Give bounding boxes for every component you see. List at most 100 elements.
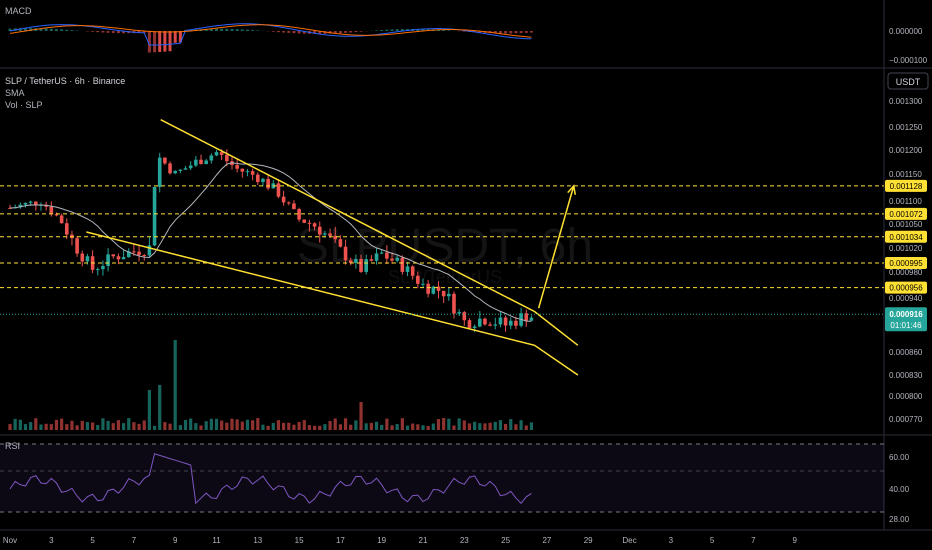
candle xyxy=(173,170,177,175)
chart-title[interactable]: SLP / TetherUS · 6h · Binance xyxy=(5,76,125,86)
candle xyxy=(116,253,121,265)
macd-histogram-bar xyxy=(478,31,482,33)
volume-bar xyxy=(49,424,53,430)
time-tick: Dec xyxy=(622,536,636,545)
time-tick: Nov xyxy=(3,536,17,545)
macd-histogram-bar xyxy=(209,28,213,31)
candle xyxy=(317,221,322,243)
candle xyxy=(390,252,394,264)
volume-bar xyxy=(359,402,363,430)
volume-bar xyxy=(183,419,188,430)
volume-bar xyxy=(282,422,286,430)
volume-bar xyxy=(385,418,389,430)
macd-histogram-bar xyxy=(137,31,141,34)
candle xyxy=(204,158,208,165)
time-tick: 25 xyxy=(501,536,510,545)
wedge-lower-trendline[interactable] xyxy=(86,231,579,376)
macd-histogram-bar xyxy=(390,29,394,31)
macd-histogram-bar xyxy=(65,29,69,31)
candle xyxy=(529,315,534,321)
volume-bar xyxy=(91,422,95,430)
candle xyxy=(281,190,286,206)
breakout-arrow[interactable] xyxy=(537,185,575,309)
macd-histogram-bar xyxy=(406,28,410,31)
time-tick: 17 xyxy=(336,536,345,545)
price-tick: 0.001200 xyxy=(889,146,923,155)
candle xyxy=(457,309,461,316)
candle xyxy=(493,317,498,330)
candle xyxy=(44,201,48,211)
volume-bar xyxy=(18,419,22,430)
macd-histogram-bar xyxy=(44,28,48,31)
candle xyxy=(183,165,188,170)
time-tick: 11 xyxy=(212,536,221,545)
candle xyxy=(514,316,518,330)
volume-bar xyxy=(34,418,38,430)
price-tick: 0.001050 xyxy=(889,220,923,229)
volume-bar xyxy=(127,418,131,430)
candle xyxy=(410,265,415,280)
macd-histogram-bar xyxy=(204,28,208,31)
candle xyxy=(64,218,69,240)
currency-button-label[interactable]: USDT xyxy=(896,77,921,87)
price-tick: 0.000830 xyxy=(889,371,923,380)
level-label: 0.001034 xyxy=(889,233,923,242)
wedge-upper-trendline[interactable] xyxy=(160,119,579,346)
macd-histogram-bar xyxy=(442,30,446,31)
macd-label[interactable]: MACD xyxy=(5,6,32,16)
price-tick: 0.000980 xyxy=(889,268,923,277)
macd-histogram-bar xyxy=(380,30,384,31)
macd-histogram-bar xyxy=(225,28,229,31)
candle xyxy=(431,285,436,295)
horizontal-levels xyxy=(0,185,884,289)
candle xyxy=(447,287,451,301)
macd-histogram-bar xyxy=(344,31,348,33)
candle xyxy=(286,201,291,206)
macd-histogram-bar xyxy=(153,31,157,53)
volume-bar xyxy=(462,420,466,430)
candle xyxy=(467,318,472,329)
price-tick: 0.001150 xyxy=(889,170,922,179)
volume-bar xyxy=(380,424,384,430)
time-tick: 9 xyxy=(792,536,797,545)
macd-histogram-bar xyxy=(276,31,280,33)
candle xyxy=(157,152,162,193)
macd-scale: 0.000000 −0.000100 xyxy=(889,27,928,65)
macd-histogram-bar xyxy=(318,31,322,34)
macd-histogram-bar xyxy=(142,31,146,33)
volume-bar xyxy=(271,422,275,430)
candle xyxy=(163,157,167,166)
macd-histogram-bar xyxy=(302,31,306,34)
candle xyxy=(395,255,399,263)
volume-bar xyxy=(116,420,121,430)
volume-bar xyxy=(23,424,28,430)
rsi-label[interactable]: RSI xyxy=(5,441,20,451)
macd-histogram-bar xyxy=(421,29,425,31)
macd-histogram-bar xyxy=(509,31,513,34)
candle xyxy=(498,312,503,328)
volume-bar xyxy=(509,419,513,430)
price-scale[interactable]: 0.001300 0.001250 0.001200 0.001150 0.001100… xyxy=(889,97,923,424)
sma-label[interactable]: SMA xyxy=(5,88,25,98)
level-label: 0.000956 xyxy=(889,284,923,293)
currency-button[interactable] xyxy=(887,72,929,90)
candle xyxy=(338,235,343,248)
candle xyxy=(199,154,203,165)
level-label-bg xyxy=(885,207,927,220)
volume-bar xyxy=(158,385,162,430)
macd-histogram-bar xyxy=(39,28,43,31)
candle xyxy=(441,290,446,304)
last-price-bg xyxy=(885,307,927,332)
volume-bar xyxy=(147,390,151,430)
macd-histogram-bar xyxy=(178,31,182,43)
macd-histogram-bar xyxy=(101,31,105,33)
macd-histogram-bar xyxy=(163,31,167,52)
macd-histogram-bar xyxy=(287,31,291,33)
time-axis[interactable]: Nov 3 5 7 9 11 13 15 17 19 21 23 25 27 29 Dec 3 5 7 9 xyxy=(3,536,798,545)
volume-bar xyxy=(54,419,59,430)
level-label: 0.001072 xyxy=(889,210,923,219)
volume-bar xyxy=(245,419,250,430)
level-label: 0.000995 xyxy=(889,259,923,268)
volume-label[interactable]: Vol · SLP xyxy=(5,100,43,110)
macd-histogram-bar xyxy=(8,28,12,31)
